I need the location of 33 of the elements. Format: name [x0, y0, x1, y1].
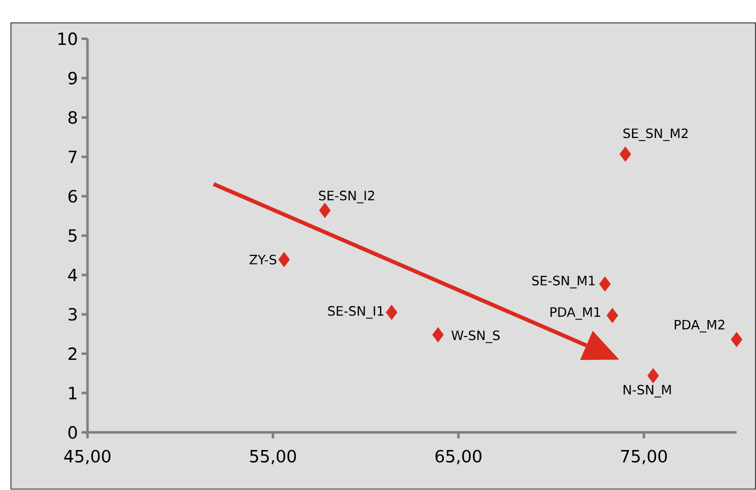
annotation: SE-SN_I2	[319, 190, 374, 204]
point	[599, 276, 611, 292]
annotation: N-SN_M	[624, 385, 671, 398]
point	[606, 308, 618, 324]
y-tick-label: 6	[68, 190, 77, 203]
annotation: PDA_M1	[550, 308, 600, 320]
annotation: SE-SN_I1	[328, 306, 384, 319]
point	[319, 202, 331, 218]
point	[278, 252, 290, 268]
annotation: ZY-S	[250, 254, 276, 265]
y-tick-label: 9	[68, 72, 77, 85]
y-tick-label: 10	[58, 32, 77, 46]
x-tick-label: 65,00	[436, 450, 482, 464]
y-tick-label: 8	[68, 111, 77, 124]
point	[432, 327, 444, 343]
annotation: W-SN_S	[452, 330, 500, 344]
y-tick-label: 5	[68, 230, 77, 242]
x-tick-label: 45,00	[64, 450, 110, 464]
x-tick-label: 75,00	[621, 450, 667, 464]
point	[620, 146, 632, 162]
y-tick-label: 3	[68, 308, 77, 321]
point	[647, 368, 659, 384]
point	[386, 304, 398, 320]
y-tick-label: 0	[68, 426, 77, 439]
annotation: SE-SN_M1	[532, 276, 595, 289]
annotation: SE_SN_M2	[623, 128, 688, 142]
point	[730, 332, 742, 348]
y-tick-label: 2	[68, 348, 76, 360]
y-tick-label: 1	[69, 387, 76, 400]
y-tick-label: 7	[68, 150, 77, 164]
x-tick-label: 55,00	[250, 450, 296, 464]
y-tick-label: 4	[68, 269, 78, 282]
annotation: PDA_M2	[674, 320, 724, 333]
